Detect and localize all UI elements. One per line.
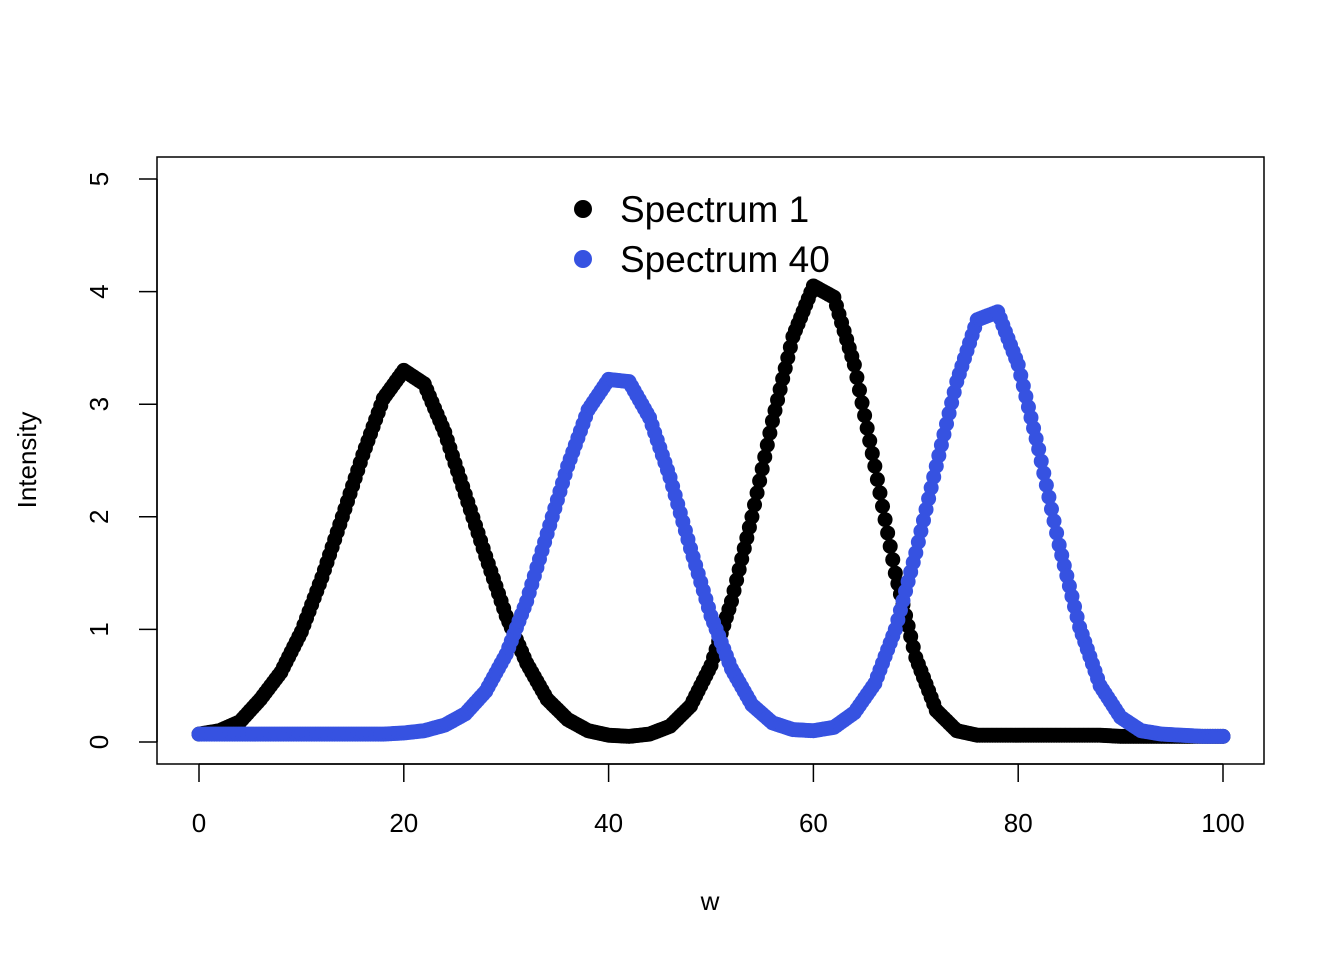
legend-marker xyxy=(574,250,592,268)
data-point-fill xyxy=(857,407,873,423)
data-point-fill xyxy=(875,498,891,514)
data-point xyxy=(1031,441,1047,457)
data-point-fill xyxy=(1049,525,1065,541)
data-point-fill xyxy=(752,473,768,489)
y-tick-label: 1 xyxy=(84,622,114,636)
data-point-fill xyxy=(851,382,867,398)
data-point xyxy=(744,509,760,525)
y-tick-label: 4 xyxy=(84,284,114,298)
y-tick-label: 3 xyxy=(84,397,114,411)
legend-marker xyxy=(574,200,592,218)
x-tick-label: 80 xyxy=(1004,808,1033,838)
x-axis: 0 20 40 60 80 100 xyxy=(192,763,1245,838)
data-point-fill xyxy=(747,497,763,513)
data-point-fill xyxy=(880,525,896,541)
data-point-fill xyxy=(854,395,870,411)
y-tick-label: 2 xyxy=(84,510,114,524)
data-point-fill xyxy=(849,369,865,385)
data-point-fill xyxy=(862,433,878,449)
data-point-fill xyxy=(762,425,778,441)
y-tick-label: 5 xyxy=(84,172,114,186)
data-point-fill xyxy=(877,512,893,528)
data-point-fill xyxy=(872,485,888,501)
data-point-fill xyxy=(749,485,765,501)
data-point-fill xyxy=(754,461,770,477)
data-point-fill xyxy=(1041,489,1057,505)
data-point-fill xyxy=(1043,501,1059,517)
x-tick-label: 20 xyxy=(389,808,418,838)
series-2 xyxy=(191,304,1231,744)
data-point xyxy=(867,458,883,474)
data-point-fill xyxy=(1036,465,1052,481)
legend: Spectrum 1 Spectrum 40 xyxy=(574,189,830,280)
x-tick-label: 60 xyxy=(799,808,828,838)
y-tick-label: 0 xyxy=(84,735,114,749)
data-point-fill xyxy=(1046,513,1062,529)
data-point-fill xyxy=(1038,477,1054,493)
legend-label: Spectrum 40 xyxy=(620,239,830,280)
x-tick-label: 40 xyxy=(594,808,623,838)
x-tick-label: 100 xyxy=(1201,808,1244,838)
y-axis-label: Intensity xyxy=(12,412,42,509)
x-axis-label: w xyxy=(700,886,720,916)
legend-label: Spectrum 1 xyxy=(620,189,809,230)
data-point-fill xyxy=(759,437,775,453)
data-point xyxy=(1215,728,1231,744)
series-1 xyxy=(191,278,1231,744)
data-point-fill xyxy=(864,445,880,461)
data-point-fill xyxy=(869,472,885,488)
x-tick-label: 0 xyxy=(192,808,206,838)
data-point-fill xyxy=(1033,453,1049,469)
series-layer xyxy=(191,278,1231,744)
data-point-fill xyxy=(882,538,898,554)
y-axis: 0 1 2 3 4 5 xyxy=(84,172,158,749)
data-point xyxy=(846,357,862,373)
data-point-fill xyxy=(757,449,773,465)
data-point-fill xyxy=(885,552,901,568)
data-point-fill xyxy=(859,420,875,436)
